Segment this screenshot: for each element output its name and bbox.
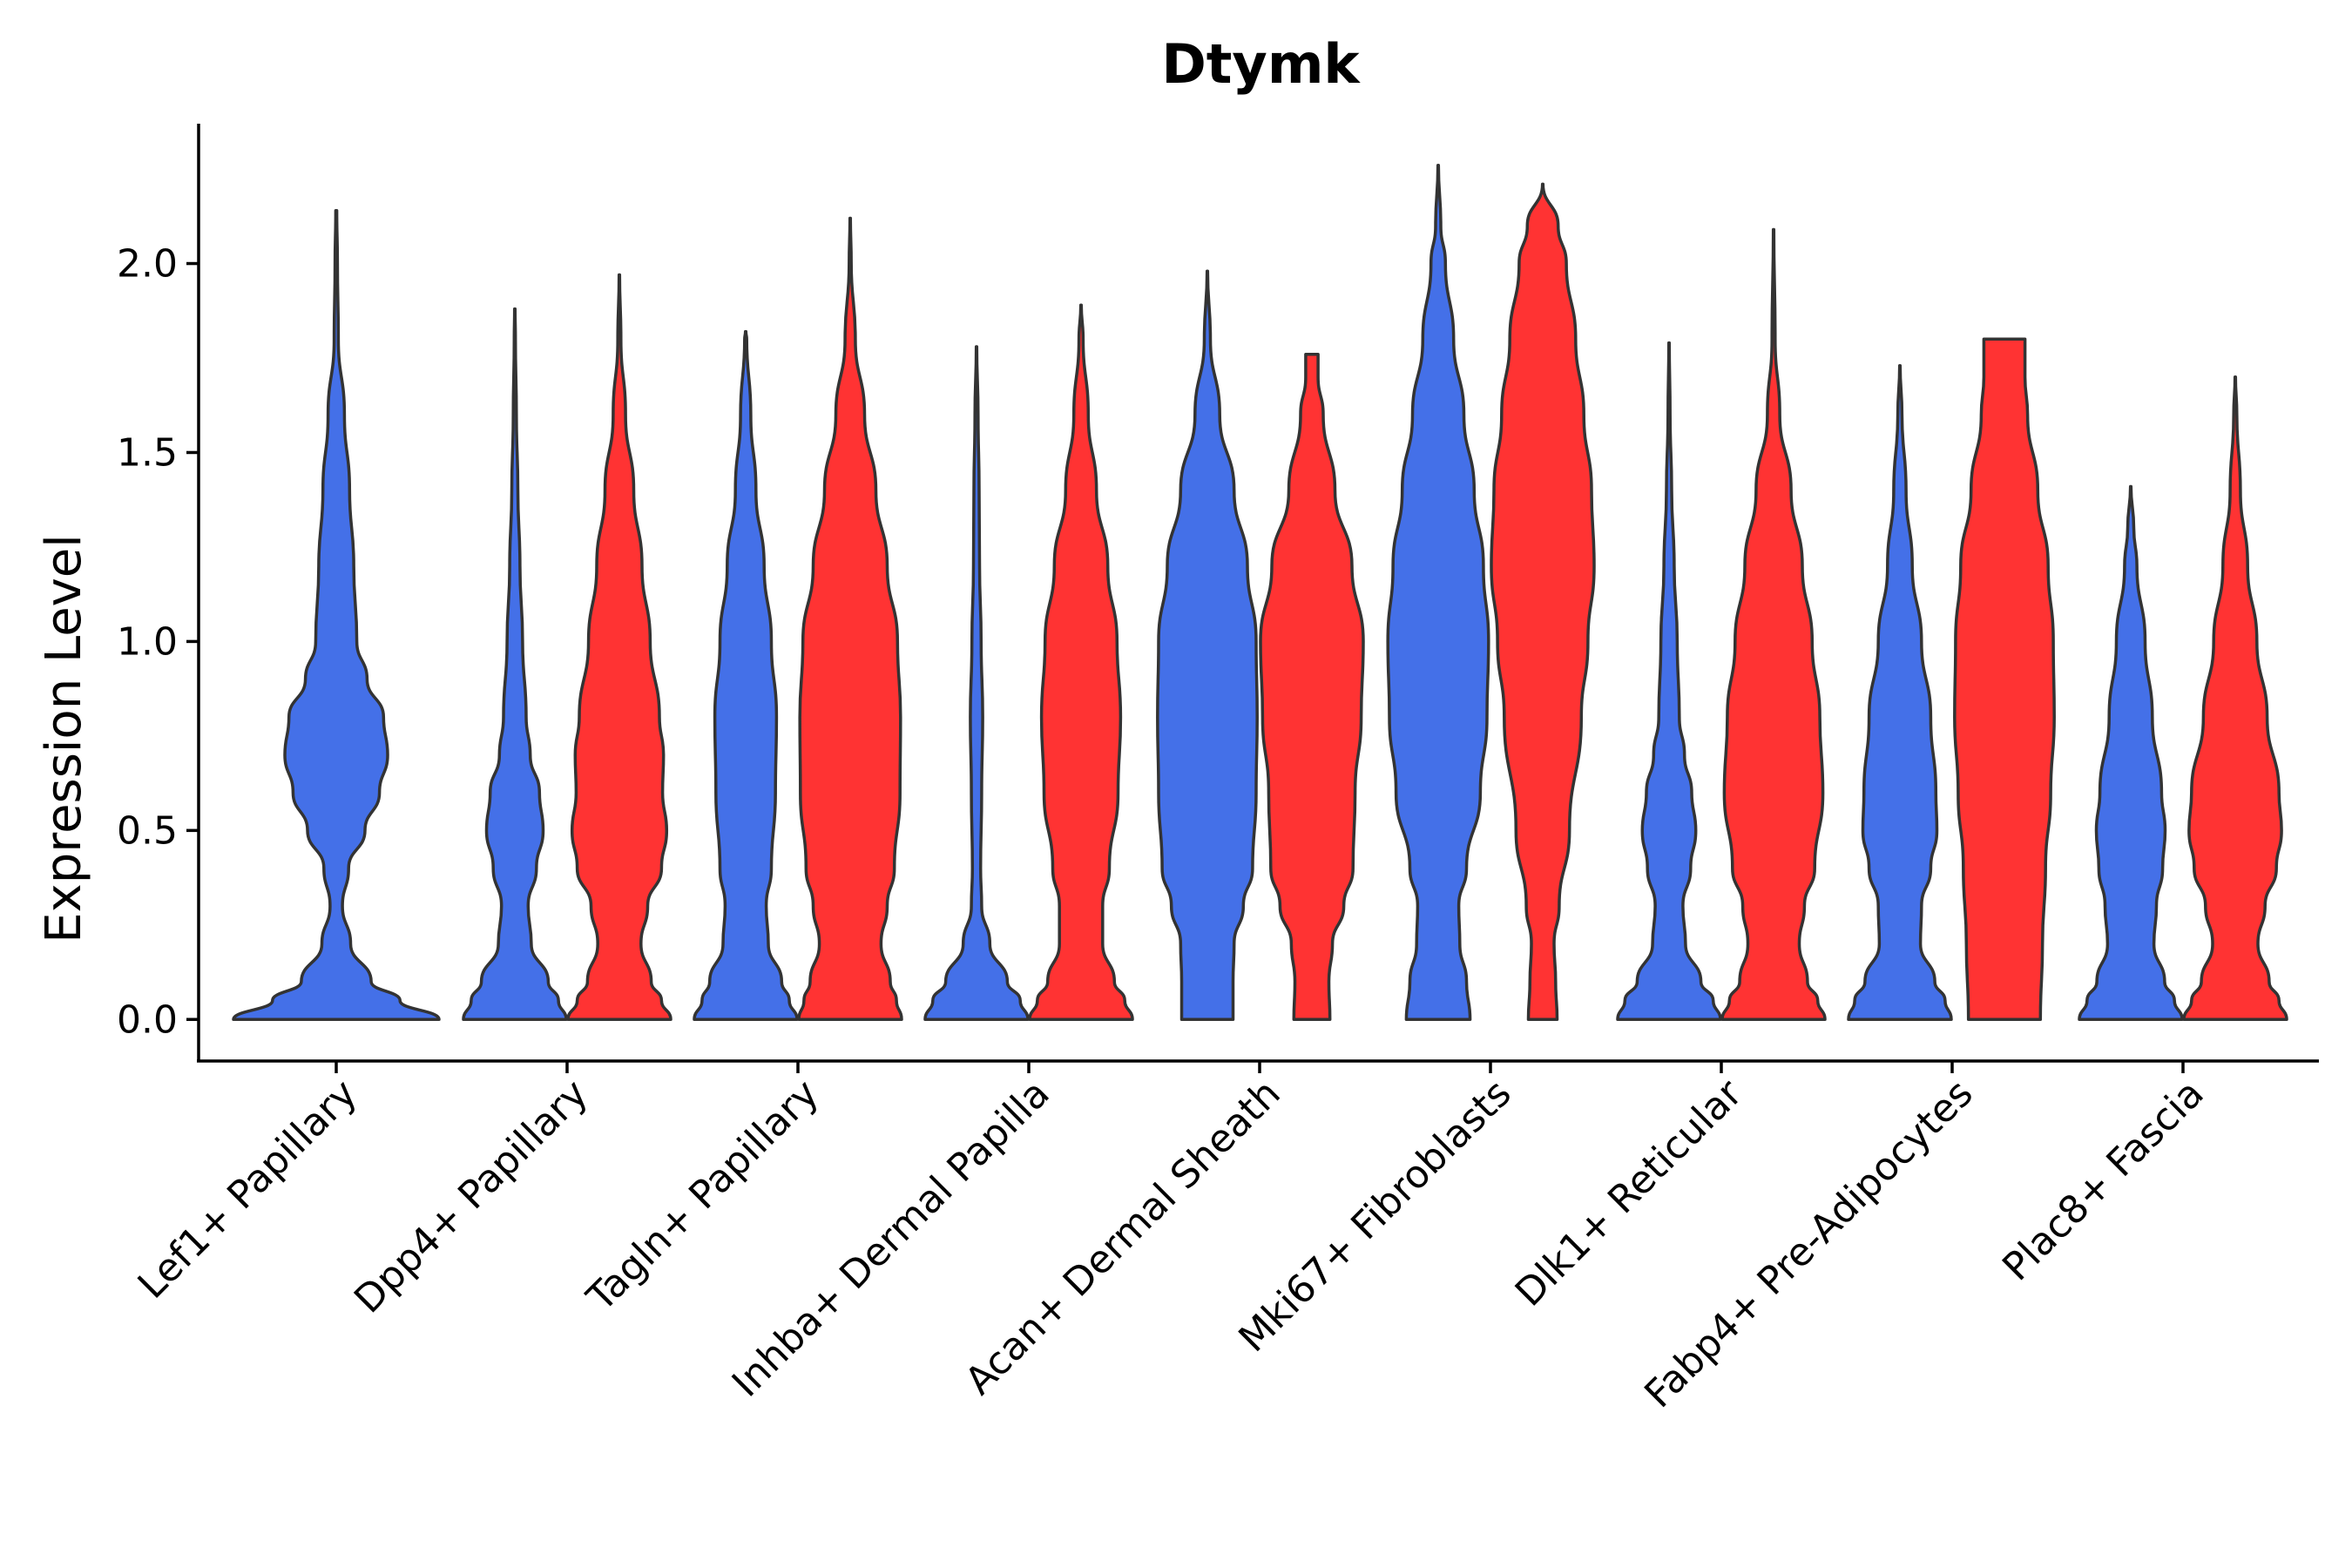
violin-group-2-acan-dermal-sheath	[1259, 352, 1365, 1022]
violin-group-1-inhba-dermal-papilla	[923, 345, 1030, 1022]
violin-group-1-plac8-fascia	[2078, 484, 2184, 1022]
violin-group-2-tagln-papillary	[797, 216, 903, 1022]
y-tick-label: 0.5	[117, 808, 178, 853]
violin-group-1-tagln-papillary	[693, 329, 799, 1022]
y-tick-label: 1.5	[117, 430, 178, 475]
violin-group-1-mki67-fibroblasts	[1386, 163, 1490, 1022]
x-tick-label: Plac8+ Fascia	[1994, 1071, 2213, 1290]
violin-group-2-mki67-fibroblasts	[1490, 182, 1596, 1022]
y-tick-label: 0.0	[117, 997, 178, 1042]
violin-group-1-acan-dermal-sheath	[1156, 269, 1259, 1022]
violin-group-2-plac8-fascia	[2182, 375, 2288, 1022]
violin-group-1-lef1-papillary	[232, 209, 441, 1022]
violins-group	[232, 163, 2288, 1022]
violin-group-2-fabp4-pre-adipocytes	[1953, 337, 2056, 1022]
violin-group-2-inhba-dermal-papilla	[1028, 303, 1134, 1022]
x-tick-label: Dpp4+ Papillary	[346, 1071, 597, 1322]
y-tick-label: 2.0	[117, 242, 178, 287]
violin-group-2-dlk1-reticular	[1720, 227, 1827, 1022]
y-axis-label: Expression Level	[36, 534, 92, 943]
y-tick-label: 1.0	[117, 619, 178, 664]
y-ticks-group: 0.0 0.5 1.0 1.5 2.0	[117, 242, 199, 1042]
chart-title: Dtymk	[1161, 32, 1361, 96]
x-tick-label: Dlk1+ Reticular	[1507, 1071, 1752, 1315]
violin-group-1-dlk1-reticular	[1616, 341, 1722, 1022]
violin-group-1-fabp4-pre-adipocytes	[1847, 363, 1953, 1022]
x-tick-label: Lef1+ Papillary	[130, 1071, 366, 1308]
violin-group-1-dpp4-papillary	[462, 307, 568, 1022]
violin-group-2-dpp4-papillary	[566, 273, 672, 1022]
x-tick-label: Tagln+ Papillary	[578, 1071, 828, 1321]
